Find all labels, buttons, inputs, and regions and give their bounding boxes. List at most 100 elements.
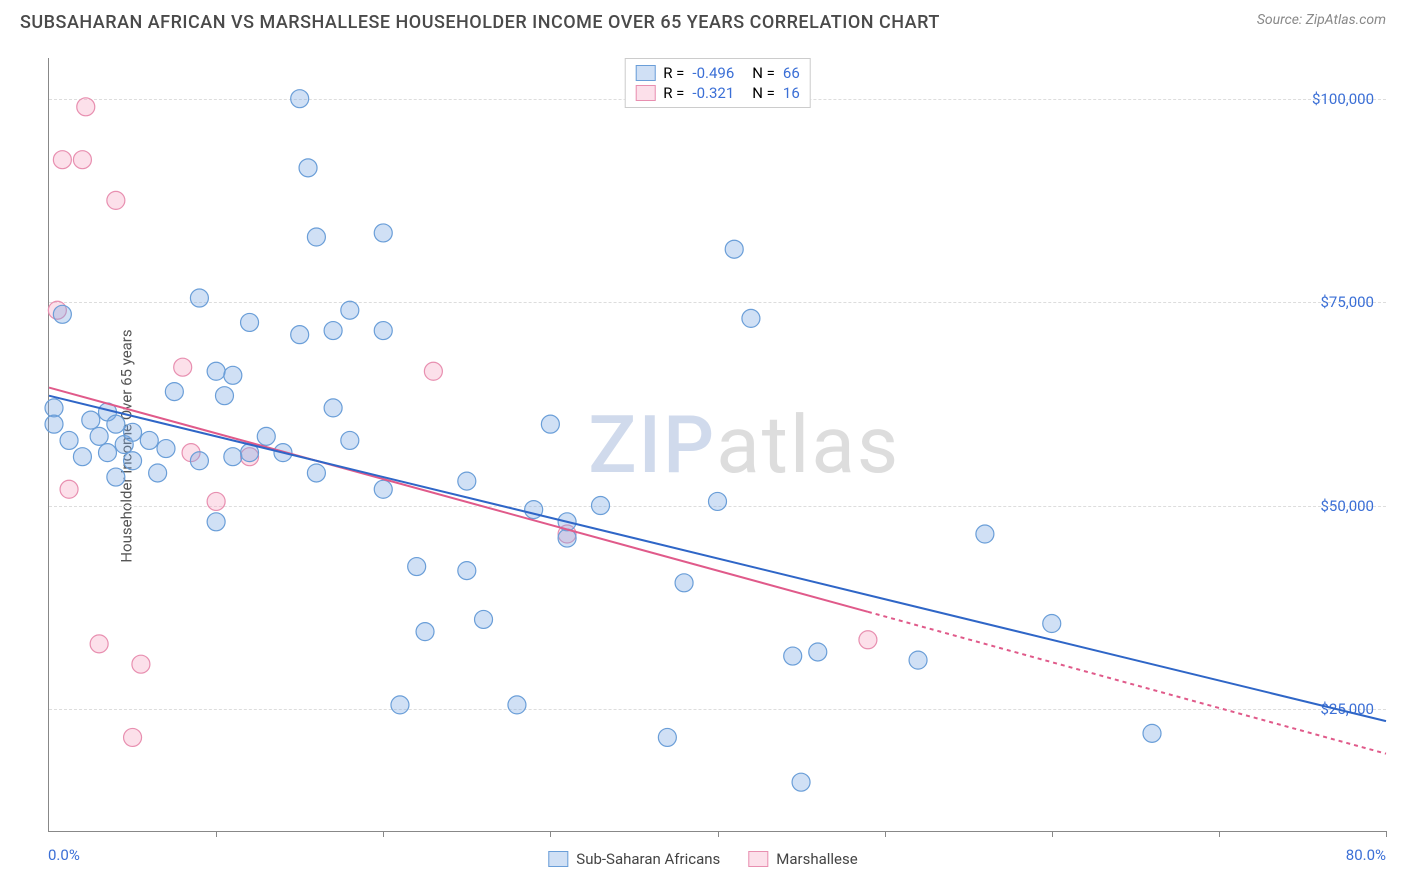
data-point-blue <box>675 574 693 592</box>
data-point-blue <box>165 383 183 401</box>
x-tick <box>1052 831 1053 837</box>
data-point-blue <box>107 468 125 486</box>
data-point-blue <box>391 696 409 714</box>
data-point-blue <box>374 224 392 242</box>
data-point-blue <box>215 387 233 405</box>
x-tick <box>885 831 886 837</box>
legend-label-blue: Sub-Saharan Africans <box>576 850 720 868</box>
data-point-blue <box>107 415 125 433</box>
data-point-blue <box>408 558 426 576</box>
trend-line <box>49 396 1386 721</box>
x-tick <box>718 831 719 837</box>
data-point-blue <box>207 362 225 380</box>
data-point-blue <box>374 480 392 498</box>
data-point-blue <box>90 427 108 445</box>
data-point-blue <box>190 289 208 307</box>
n-value-blue: 66 <box>783 64 800 82</box>
data-point-blue <box>45 415 63 433</box>
n-label-pink: N = <box>752 84 775 102</box>
plot-svg <box>49 58 1386 831</box>
data-point-pink <box>107 191 125 209</box>
r-label-blue: R = <box>663 64 684 82</box>
swatch-blue-icon <box>635 65 655 81</box>
legend-label-pink: Marshallese <box>776 850 857 868</box>
data-point-blue <box>416 623 434 641</box>
data-point-blue <box>241 313 259 331</box>
data-point-blue <box>45 399 63 417</box>
data-point-pink <box>424 362 442 380</box>
data-point-blue <box>82 411 100 429</box>
data-point-pink <box>174 358 192 376</box>
data-point-blue <box>98 444 116 462</box>
chart-container: SUBSAHARAN AFRICAN VS MARSHALLESE HOUSEH… <box>0 0 1406 892</box>
correlation-row-pink: R = -0.321 N = 16 <box>635 83 800 103</box>
correlation-legend: R = -0.496 N = 66 R = -0.321 N = 16 <box>624 58 811 108</box>
data-point-blue <box>324 399 342 417</box>
r-value-pink: -0.321 <box>692 84 734 102</box>
legend-item-blue: Sub-Saharan Africans <box>548 850 720 868</box>
data-point-blue <box>291 90 309 108</box>
chart-title: SUBSAHARAN AFRICAN VS MARSHALLESE HOUSEH… <box>20 12 940 33</box>
data-point-blue <box>73 448 91 466</box>
x-axis-min-label: 0.0% <box>48 846 80 864</box>
data-point-blue <box>224 366 242 384</box>
header: SUBSAHARAN AFRICAN VS MARSHALLESE HOUSEH… <box>0 0 1406 33</box>
correlation-row-blue: R = -0.496 N = 66 <box>635 63 800 83</box>
data-point-blue <box>149 464 167 482</box>
data-point-blue <box>709 492 727 510</box>
data-point-pink <box>53 151 71 169</box>
trend-line-extrapolated <box>868 612 1386 754</box>
x-tick <box>216 831 217 837</box>
data-point-pink <box>90 635 108 653</box>
x-tick <box>1219 831 1220 837</box>
data-point-blue <box>784 647 802 665</box>
data-point-blue <box>124 423 142 441</box>
data-point-blue <box>299 159 317 177</box>
n-label-blue: N = <box>752 64 775 82</box>
data-point-blue <box>257 427 275 445</box>
data-point-blue <box>374 322 392 340</box>
data-point-blue <box>658 728 676 746</box>
r-label-pink: R = <box>663 84 684 102</box>
data-point-blue <box>53 305 71 323</box>
data-point-blue <box>124 452 142 470</box>
data-point-blue <box>341 431 359 449</box>
swatch-pink-icon <box>635 85 655 101</box>
data-point-blue <box>1043 615 1061 633</box>
data-point-blue <box>157 440 175 458</box>
data-point-pink <box>207 492 225 510</box>
data-point-blue <box>341 301 359 319</box>
swatch-blue-icon <box>548 851 568 867</box>
x-tick <box>1386 831 1387 837</box>
data-point-blue <box>324 322 342 340</box>
data-point-blue <box>1143 724 1161 742</box>
data-point-blue <box>458 472 476 490</box>
data-point-blue <box>307 228 325 246</box>
data-point-pink <box>132 655 150 673</box>
data-point-blue <box>592 497 610 515</box>
data-point-blue <box>140 431 158 449</box>
data-point-pink <box>73 151 91 169</box>
data-point-blue <box>976 525 994 543</box>
data-point-pink <box>124 728 142 746</box>
data-point-blue <box>307 464 325 482</box>
data-point-pink <box>77 98 95 116</box>
swatch-pink-icon <box>748 851 768 867</box>
data-point-blue <box>792 773 810 791</box>
data-point-blue <box>742 309 760 327</box>
plot-area: ZIPatlas R = -0.496 N = 66 R = -0.321 N … <box>48 58 1386 832</box>
data-point-blue <box>475 610 493 628</box>
data-point-pink <box>859 631 877 649</box>
r-value-blue: -0.496 <box>692 64 734 82</box>
x-tick <box>383 831 384 837</box>
series-legend: Sub-Saharan Africans Marshallese <box>548 850 857 868</box>
trend-line <box>49 388 868 612</box>
data-point-blue <box>291 326 309 344</box>
x-axis-max-label: 80.0% <box>1346 846 1386 864</box>
n-value-pink: 16 <box>783 84 800 102</box>
data-point-blue <box>508 696 526 714</box>
legend-item-pink: Marshallese <box>748 850 857 868</box>
data-point-blue <box>60 431 78 449</box>
data-point-blue <box>224 448 242 466</box>
data-point-blue <box>725 240 743 258</box>
